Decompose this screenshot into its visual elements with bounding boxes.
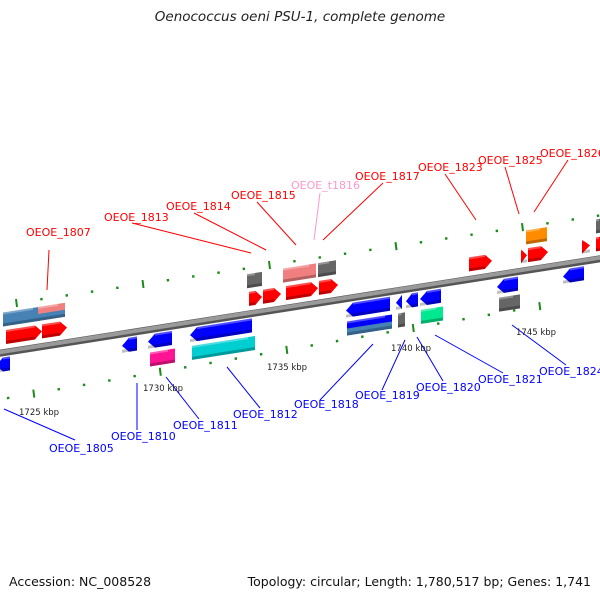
scale-label-1725: 1725 kbp bbox=[19, 408, 59, 418]
gene-feature[interactable] bbox=[406, 292, 418, 309]
major-tick bbox=[411, 323, 415, 333]
gene-feature[interactable] bbox=[420, 288, 441, 307]
gene-feature[interactable] bbox=[346, 296, 390, 318]
gene-label-oeoe-t1816[interactable]: OEOE_t1816 bbox=[291, 179, 360, 192]
leader-line bbox=[131, 222, 252, 254]
gene-feature[interactable] bbox=[499, 294, 520, 312]
leader-line bbox=[319, 343, 374, 401]
major-tick bbox=[15, 298, 18, 308]
gene-feature[interactable] bbox=[247, 271, 262, 289]
gene-feature[interactable] bbox=[6, 324, 42, 345]
gene-label-oeoe-1810[interactable]: OEOE_1810 bbox=[111, 430, 176, 443]
major-tick bbox=[32, 389, 36, 398]
gene-feature[interactable] bbox=[398, 312, 405, 328]
gene-label-oeoe-1805[interactable]: OEOE_1805 bbox=[49, 442, 114, 455]
genome-summary-text: Topology: circular; Length: 1,780,517 bp… bbox=[247, 574, 591, 589]
leader-line bbox=[444, 173, 477, 221]
gene-feature[interactable] bbox=[3, 306, 40, 327]
backbone bbox=[0, 255, 600, 357]
gene-feature[interactable] bbox=[148, 330, 172, 349]
leader-line bbox=[322, 182, 384, 241]
leader-line bbox=[504, 166, 520, 215]
leader-line bbox=[511, 324, 567, 366]
gene-label-oeoe-1820[interactable]: OEOE_1820 bbox=[416, 381, 481, 394]
gene-feature[interactable] bbox=[283, 263, 316, 283]
gene-feature[interactable] bbox=[396, 294, 402, 310]
major-tick bbox=[285, 345, 289, 354]
accession-text: Accession: NC_008528 bbox=[9, 574, 152, 589]
gene-feature[interactable] bbox=[347, 314, 392, 336]
gene-label-oeoe-1813[interactable]: OEOE_1813 bbox=[104, 211, 169, 224]
leader-line bbox=[193, 212, 267, 251]
leader-line bbox=[3, 408, 76, 441]
gene-feature[interactable] bbox=[192, 335, 255, 360]
gene-feature[interactable] bbox=[319, 278, 338, 295]
major-tick bbox=[394, 241, 398, 251]
gene-feature[interactable] bbox=[286, 281, 318, 301]
scale-labels: 1725 kbp 1730 kbp 1735 kbp 1740 kbp 1745… bbox=[19, 328, 556, 418]
leader-line bbox=[381, 339, 406, 391]
gene-feature[interactable] bbox=[42, 320, 67, 339]
gene-feature[interactable] bbox=[0, 356, 10, 373]
gene-label-oeoe-1812[interactable]: OEOE_1812 bbox=[233, 408, 298, 421]
gene-feature[interactable] bbox=[521, 248, 527, 264]
gene-feature[interactable] bbox=[596, 236, 600, 252]
leader-line bbox=[46, 249, 50, 291]
gene-label-oeoe-1814[interactable]: OEOE_1814 bbox=[166, 200, 231, 213]
gene-feature[interactable] bbox=[469, 254, 492, 272]
tick-marks bbox=[6, 214, 600, 400]
gene-label-oeoe-1824[interactable]: OEOE_1824 bbox=[539, 365, 600, 378]
leader-line bbox=[434, 334, 504, 374]
leader-line bbox=[256, 201, 297, 246]
leader-line bbox=[533, 159, 569, 213]
gene-label-oeoe-1823[interactable]: OEOE_1823 bbox=[418, 161, 483, 174]
gene-label-oeoe-1818[interactable]: OEOE_1818 bbox=[294, 398, 359, 411]
leader-line bbox=[313, 192, 321, 241]
major-tick bbox=[268, 260, 271, 270]
gene-feature[interactable] bbox=[497, 276, 518, 294]
scale-label-1745: 1745 kbp bbox=[516, 328, 556, 338]
gene-feature[interactable] bbox=[421, 306, 443, 324]
gene-feature[interactable] bbox=[582, 238, 590, 254]
leader-line bbox=[416, 336, 444, 382]
gene-label-oeoe-1817[interactable]: OEOE_1817 bbox=[355, 170, 420, 183]
gene-label-oeoe-1825[interactable]: OEOE_1825 bbox=[478, 154, 543, 167]
gene-feature[interactable] bbox=[38, 302, 65, 322]
scale-label-1730: 1730 kbp bbox=[143, 384, 183, 394]
gene-label-oeoe-1821[interactable]: OEOE_1821 bbox=[478, 373, 543, 386]
gene-label-oeoe-1807[interactable]: OEOE_1807 bbox=[26, 226, 91, 239]
label-leader-lines bbox=[3, 159, 569, 441]
scale-label-1735: 1735 kbp bbox=[267, 363, 307, 373]
top-labels: OEOE_1807 OEOE_1813 OEOE_1814 OEOE_1815 … bbox=[26, 147, 600, 239]
gene-label-oeoe-1826[interactable]: OEOE_1826 bbox=[540, 147, 600, 160]
gene-feature[interactable] bbox=[563, 266, 584, 284]
gene-feature[interactable] bbox=[526, 227, 547, 245]
gene-feature[interactable] bbox=[318, 260, 336, 278]
major-tick bbox=[538, 301, 542, 311]
bottom-labels: OEOE_1805 OEOE_1810 OEOE_1811 OEOE_1812 … bbox=[49, 365, 600, 455]
leader-line bbox=[226, 366, 261, 409]
scale-label-1740: 1740 kbp bbox=[391, 344, 431, 354]
major-tick bbox=[141, 279, 145, 289]
gene-feature[interactable] bbox=[596, 218, 600, 234]
genome-title: Oenococcus oeni PSU-1, complete genome bbox=[154, 9, 446, 25]
gene-label-oeoe-1811[interactable]: OEOE_1811 bbox=[173, 419, 238, 432]
gene-track bbox=[0, 218, 600, 373]
major-tick bbox=[521, 222, 524, 232]
gene-label-oeoe-1815[interactable]: OEOE_1815 bbox=[231, 189, 296, 202]
gene-feature[interactable] bbox=[190, 318, 252, 343]
gene-label-oeoe-1819[interactable]: OEOE_1819 bbox=[355, 389, 420, 402]
gene-feature[interactable] bbox=[122, 336, 137, 353]
major-tick bbox=[158, 367, 162, 376]
gene-feature[interactable] bbox=[249, 290, 262, 306]
gene-feature[interactable] bbox=[150, 348, 175, 367]
gene-feature[interactable] bbox=[263, 287, 281, 304]
leader-line bbox=[165, 376, 200, 420]
gene-feature[interactable] bbox=[528, 245, 548, 263]
